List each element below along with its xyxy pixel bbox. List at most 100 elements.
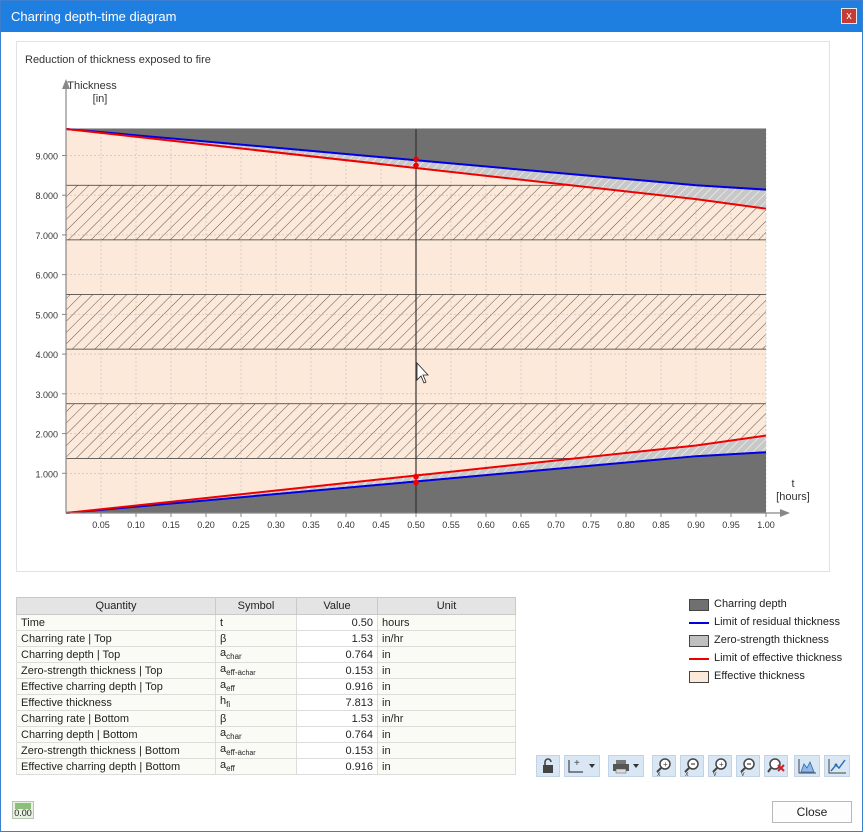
table-row: Effective charring depth | Bottom aeff 0.9… xyxy=(16,758,516,775)
unlock-icon xyxy=(543,758,553,773)
legend-swatch xyxy=(689,635,709,647)
table-row: Effective thickness hfi 7.813 in xyxy=(16,694,516,711)
cell-unit: in xyxy=(377,758,516,775)
mouse-pointer-icon xyxy=(416,361,429,384)
svg-text:x: x xyxy=(685,771,689,776)
table-row: Charring rate | Top β 1.53 in/hr xyxy=(16,630,516,647)
cell-quantity: Time xyxy=(16,614,216,631)
dialog-client: Reduction of thickness exposed to fire T… xyxy=(1,32,862,831)
symbol-subscript-2: char xyxy=(242,750,256,758)
cursor-marker xyxy=(413,479,419,486)
zoom-out-x-button[interactable]: x xyxy=(680,755,704,778)
legend-item: Zero-strength thickness xyxy=(689,633,859,651)
series-line xyxy=(65,128,767,191)
series-line xyxy=(65,128,767,210)
cell-symbol: aeff xyxy=(215,678,297,695)
cursor-marker xyxy=(413,162,419,169)
close-button[interactable]: Close xyxy=(772,801,852,823)
cell-quantity: Zero-strength thickness | Bottom xyxy=(16,742,216,759)
symbol-subscript: eff-a xyxy=(226,668,242,678)
y-tick-label: 2.000 xyxy=(35,430,58,440)
cell-unit: in/hr xyxy=(377,630,516,647)
x-axis-unit: [hours] xyxy=(776,491,810,503)
symbol-main: a xyxy=(220,647,227,660)
y-tick-label: 7.000 xyxy=(35,231,58,241)
cell-value: 7.813 xyxy=(296,694,378,711)
zoom-reset-button[interactable] xyxy=(764,755,788,777)
cell-value: 0.916 xyxy=(296,678,378,695)
window-title: Charring depth-time diagram xyxy=(11,9,177,24)
axis-add-icon: + xyxy=(568,758,595,773)
x-tick-label: 0.40 xyxy=(337,520,355,530)
x-tick-label: 0.30 xyxy=(267,520,285,530)
symbol-main: a xyxy=(220,759,227,772)
cell-quantity: Effective charring depth | Top xyxy=(16,678,216,695)
x-tick-label: 0.10 xyxy=(127,520,145,530)
zoom-in-x-button[interactable]: + x xyxy=(652,755,676,778)
legend-label: Limit of residual thickness xyxy=(714,616,840,628)
x-axis-label: t xyxy=(791,478,794,490)
header-value: Value xyxy=(296,597,378,615)
cell-symbol: hfi xyxy=(215,694,297,711)
zoom-in-x-icon: +x xyxy=(656,758,671,778)
svg-text:+: + xyxy=(574,758,580,769)
decimal-places-text: 0.00 xyxy=(14,808,32,818)
x-tick-label: 0.15 xyxy=(162,520,180,530)
charring-chart[interactable]: Reduction of thickness exposed to fire T… xyxy=(17,42,829,571)
x-tick-label: 0.75 xyxy=(582,520,600,530)
table-row: Charring depth | Bottom achar 0.764 in xyxy=(16,726,516,743)
legend-item: Charring depth xyxy=(689,597,859,615)
symbol-main: a xyxy=(220,727,227,740)
decimal-places-icon[interactable]: 0.00 xyxy=(12,801,34,819)
chart-title: Reduction of thickness exposed to fire xyxy=(25,54,211,66)
cell-unit: in/hr xyxy=(377,710,516,727)
zoom-in-y-button[interactable]: + y xyxy=(708,755,732,778)
legend-item: Limit of residual thickness xyxy=(689,615,859,633)
cell-value: 0.916 xyxy=(296,758,378,775)
x-tick-label: 0.90 xyxy=(687,520,705,530)
cell-value: 0.764 xyxy=(296,726,378,743)
y-tick-label: 6.000 xyxy=(35,271,58,281)
print-button[interactable] xyxy=(608,755,644,777)
axis-add-button[interactable]: + xyxy=(564,755,600,777)
y-tick-label: 1.000 xyxy=(35,469,58,479)
cell-quantity: Charring depth | Bottom xyxy=(16,726,216,743)
x-axis-arrow xyxy=(780,509,790,517)
cell-value: 0.153 xyxy=(296,742,378,759)
cell-quantity: Charring depth | Top xyxy=(16,646,216,663)
chart-options-button[interactable] xyxy=(794,755,820,777)
x-tick-label: 0.50 xyxy=(407,520,425,530)
symbol-main: a xyxy=(220,743,227,756)
x-tick-label: 0.70 xyxy=(547,520,565,530)
table-header-row: Quantity Symbol Value Unit xyxy=(16,597,516,615)
symbol-main: a xyxy=(220,679,227,692)
table-row: Effective charring depth | Top aeff 0.916 i… xyxy=(16,678,516,695)
legend-item: Effective thickness xyxy=(689,669,859,687)
svg-text:y: y xyxy=(741,771,745,776)
series-line xyxy=(65,434,767,514)
decimal-places-icon-bar xyxy=(15,803,31,809)
symbol-main: β xyxy=(220,632,227,645)
legend-swatch xyxy=(689,671,709,683)
close-window-button[interactable]: x xyxy=(841,8,857,24)
x-tick-label: 0.25 xyxy=(232,520,250,530)
zoom-out-y-button[interactable]: y xyxy=(736,755,760,778)
x-tick-label: 0.35 xyxy=(302,520,320,530)
chart-legend: Charring depth Limit of residual thicknes… xyxy=(689,597,859,687)
cell-unit: hours xyxy=(377,614,516,631)
unlock-button[interactable] xyxy=(536,755,560,777)
cell-symbol: t xyxy=(215,614,297,631)
header-quantity: Quantity xyxy=(16,597,216,615)
x-tick-label: 0.45 xyxy=(372,520,390,530)
header-unit: Unit xyxy=(377,597,516,615)
cell-unit: in xyxy=(377,662,516,679)
legend-swatch xyxy=(689,599,709,611)
chart-settings-button[interactable] xyxy=(824,755,850,777)
legend-swatch xyxy=(689,622,709,624)
title-bar[interactable]: Charring depth-time diagram x xyxy=(1,1,862,32)
y-axis-label: Thickness xyxy=(67,80,117,92)
cell-unit: in xyxy=(377,742,516,759)
zoom-out-y-icon: y xyxy=(740,758,755,778)
cell-unit: in xyxy=(377,726,516,743)
symbol-subscript-2: char xyxy=(242,670,256,678)
